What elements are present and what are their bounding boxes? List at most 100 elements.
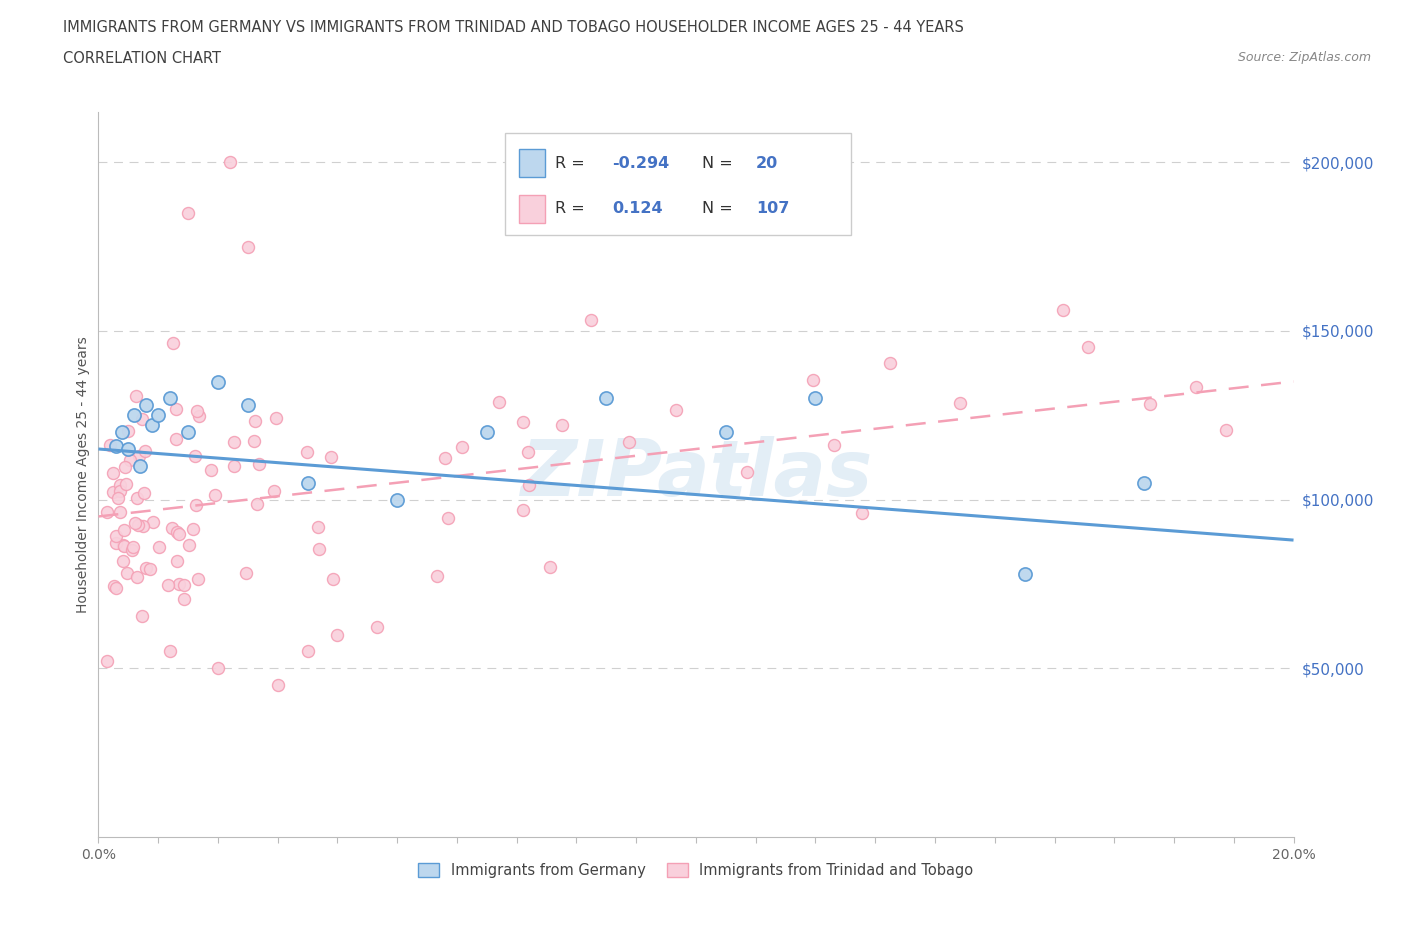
- Point: [167, 526, 190, 541]
- Text: ZIPatlas: ZIPatlas: [520, 436, 872, 512]
- Point: [135, 398, 157, 413]
- Point: [159, 391, 181, 405]
- Point: [243, 413, 266, 428]
- Point: [236, 239, 259, 254]
- Point: [308, 541, 330, 556]
- Point: [436, 511, 458, 525]
- Point: [134, 485, 156, 500]
- Point: [488, 394, 510, 409]
- Point: [103, 465, 125, 480]
- Point: [124, 408, 146, 423]
- Point: [132, 518, 155, 533]
- Bar: [519, 150, 546, 177]
- FancyBboxPatch shape: [505, 133, 852, 235]
- Bar: [519, 195, 546, 222]
- Point: [112, 553, 135, 568]
- Point: [103, 578, 125, 593]
- Point: [246, 497, 269, 512]
- Y-axis label: Householder Income Ages 25 - 44 years: Householder Income Ages 25 - 44 years: [76, 336, 90, 613]
- Text: CORRELATION CHART: CORRELATION CHART: [63, 51, 221, 66]
- Point: [128, 448, 150, 463]
- Legend: Immigrants from Germany, Immigrants from Trinidad and Tobago: Immigrants from Germany, Immigrants from…: [412, 857, 980, 884]
- Point: [1139, 396, 1161, 411]
- Point: [619, 434, 641, 449]
- Point: [735, 464, 758, 479]
- Point: [595, 391, 617, 405]
- Point: [207, 661, 229, 676]
- Point: [222, 458, 245, 473]
- Point: [426, 568, 449, 583]
- Point: [512, 415, 534, 430]
- Point: [157, 578, 180, 592]
- Point: [108, 484, 131, 498]
- Point: [295, 445, 318, 459]
- Point: [110, 504, 132, 519]
- Point: [124, 516, 146, 531]
- Point: [121, 542, 143, 557]
- Point: [188, 408, 211, 423]
- Point: [177, 206, 200, 220]
- Point: [187, 571, 209, 586]
- Point: [159, 644, 181, 658]
- Point: [1014, 566, 1036, 581]
- Point: [1215, 422, 1237, 437]
- Point: [101, 485, 124, 499]
- Point: [104, 528, 127, 543]
- Point: [538, 559, 561, 574]
- Point: [235, 565, 257, 580]
- Point: [204, 487, 226, 502]
- Point: [236, 398, 259, 413]
- Point: [512, 503, 534, 518]
- Point: [551, 418, 574, 432]
- Point: [115, 476, 138, 491]
- Point: [107, 490, 129, 505]
- Point: [173, 591, 195, 606]
- Point: [879, 356, 901, 371]
- Point: [385, 492, 409, 507]
- Point: [166, 553, 188, 568]
- Point: [366, 619, 388, 634]
- Text: 0.124: 0.124: [613, 202, 664, 217]
- Point: [243, 433, 266, 448]
- Point: [135, 561, 157, 576]
- Point: [162, 336, 184, 351]
- Point: [308, 520, 330, 535]
- Point: [108, 477, 131, 492]
- Point: [105, 581, 128, 596]
- Text: N =: N =: [702, 155, 738, 171]
- Point: [160, 521, 183, 536]
- Point: [139, 562, 162, 577]
- Point: [104, 536, 127, 551]
- Point: [1185, 379, 1208, 394]
- Point: [105, 438, 128, 453]
- Point: [173, 578, 195, 593]
- Point: [129, 458, 152, 473]
- Point: [219, 154, 242, 169]
- Point: [516, 445, 538, 459]
- Point: [125, 569, 148, 584]
- Text: R =: R =: [555, 155, 591, 171]
- Point: [1052, 302, 1074, 317]
- Point: [186, 404, 208, 418]
- Point: [177, 425, 200, 440]
- Point: [165, 432, 187, 446]
- Point: [184, 448, 207, 463]
- Point: [134, 444, 156, 458]
- Point: [112, 538, 135, 553]
- Point: [165, 402, 187, 417]
- Point: [851, 505, 873, 520]
- Point: [115, 565, 138, 580]
- Point: [714, 425, 737, 440]
- Point: [322, 571, 344, 586]
- Point: [96, 504, 118, 519]
- Point: [665, 403, 688, 418]
- Point: [319, 449, 342, 464]
- Point: [297, 475, 319, 490]
- Point: [111, 538, 134, 552]
- Text: R =: R =: [555, 202, 591, 217]
- Point: [183, 521, 205, 536]
- Point: [823, 437, 845, 452]
- Point: [579, 313, 602, 328]
- Point: [167, 577, 190, 591]
- Point: [1133, 475, 1156, 490]
